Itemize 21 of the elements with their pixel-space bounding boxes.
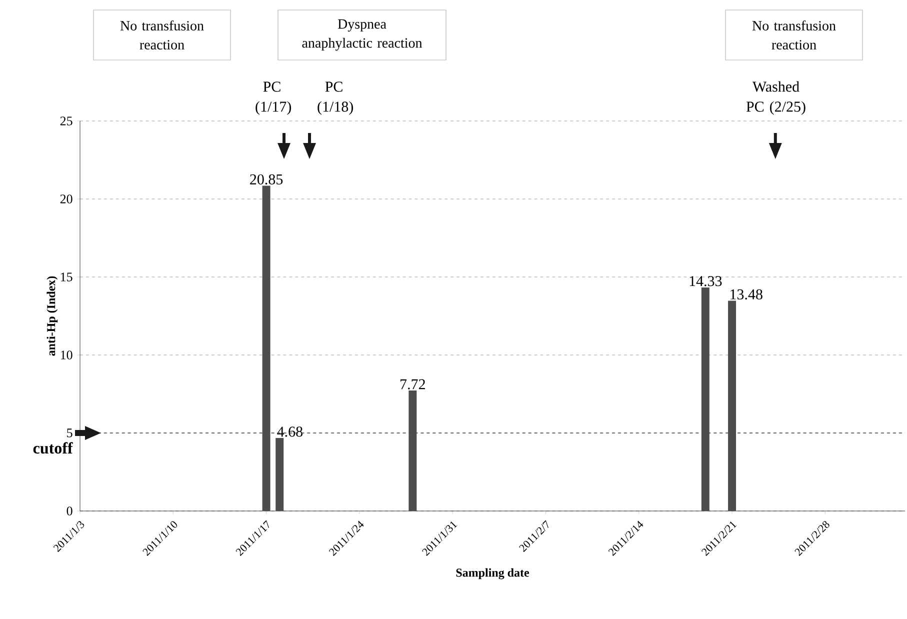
text: PC (1/17) — [256, 82, 292, 115]
text: Dyspnea anaphylactic reaction — [302, 19, 422, 51]
data-label: 13.48 — [730, 289, 762, 300]
data-label: 20.85 — [250, 174, 283, 185]
y-axis-title: anti-Hp (Index) — [46, 276, 58, 356]
text: No transfusion reaction — [120, 20, 204, 50]
ref-line-label: cutoff — [33, 442, 73, 454]
text: Washed PC (2/25) — [746, 81, 806, 115]
y-tick-label: 0 — [66, 506, 72, 516]
text: No transfusion reaction — [752, 20, 836, 50]
y-tick-label: 5 — [67, 428, 72, 438]
text: PC (1/18) — [318, 82, 354, 115]
data-label: 14.33 — [690, 276, 722, 286]
data-label: 4.68 — [277, 426, 302, 437]
bar — [276, 438, 284, 511]
x-axis-title: Sampling date — [456, 568, 530, 580]
y-tick-label: 10 — [60, 350, 72, 360]
y-tick-label: 25 — [60, 116, 72, 126]
data-label: 7.72 — [400, 379, 425, 390]
y-tick-label: 20 — [60, 194, 72, 204]
y-tick-label: 15 — [60, 272, 72, 282]
